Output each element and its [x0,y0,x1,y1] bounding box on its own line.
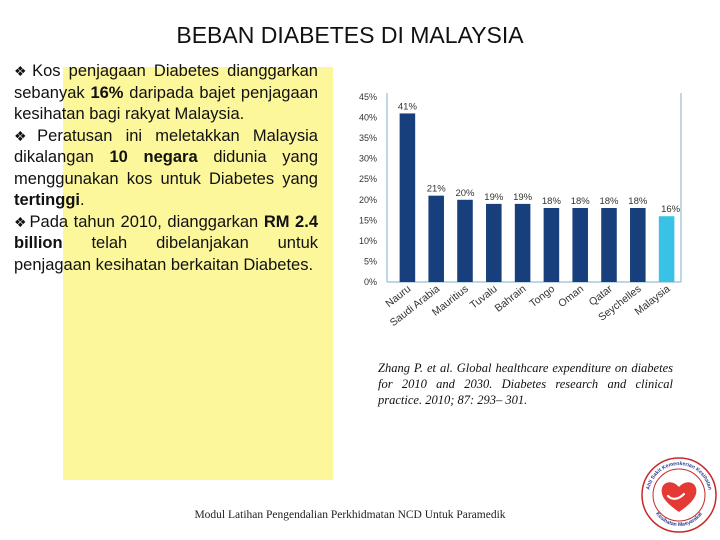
emphasis-text: 10 negara [109,148,198,166]
bar-bahrain [514,203,531,282]
bar-chart: 0% 5% 10% 15% 20% 25% 30% 35% 40% 45% 41% Nauru 21% S… [345,84,685,334]
text-panel [63,67,333,480]
bar-seychelles [630,208,646,282]
bar-tuvalu [486,203,502,282]
bar-mauritius [457,199,473,282]
bar-value-label: 16% [661,204,681,215]
paragraph-text: Peratusan ini meletakkan Malaysia dikala… [14,126,318,167]
diamond-bullet-icon: ❖ [14,213,28,230]
bar-saudi-arabia [428,195,444,282]
emphasis-text: 16% [90,83,124,102]
paragraph-text: telah dibelanjakan untuk penjagaan kesih… [14,234,318,274]
paragraph-text: . [80,191,85,209]
bar-value-label: 41% [398,101,418,112]
bullet-paragraph-2: ❖ Peratusan ini meletakkan Malaysia dikal… [14,126,318,212]
bar-value-label: 18% [599,196,619,207]
y-tick-label: 40% [359,113,377,123]
x-tick-label: Oman [556,283,586,310]
emphasis-text: RM 2.4 billion [14,212,318,253]
x-tick-label: Tongo [527,283,557,310]
diamond-bullet-icon: ❖ [14,63,31,79]
citation: Zhang P. et al. Global healthcare expend… [378,361,673,407]
page-title: BEBAN DIABETES DI MALAYSIA [176,22,524,48]
bar-value-label: 18% [571,196,591,207]
bar-chart-svg: 0%5%10%15%20%25%30%35%40%45%41%Nauru21%S… [359,92,682,329]
hands-icon [666,492,686,500]
y-tick-label: 45% [359,92,377,102]
bar-nauru [399,113,416,282]
bar-tongo [543,208,560,282]
y-tick-label: 15% [359,215,377,225]
bar-value-label: 19% [484,192,504,203]
y-tick-label: 35% [359,133,377,143]
paragraph-text: Pada tahun 2010, dianggarkan [29,212,264,231]
y-tick-label: 10% [359,236,377,246]
ministry-logo: Ahli Sakit Kemenkerian Kesihatan Kesihat… [641,457,717,533]
bar-value-label: 20% [455,188,475,199]
y-tick-label: 30% [359,154,377,164]
text-panel-content: ❖ Kos penjagaan Diabetes dianggarkan seba… [14,61,318,276]
bullet-paragraph-1: ❖ Kos penjagaan Diabetes dianggarkan seba… [14,61,318,126]
bar-malaysia [658,216,675,282]
diamond-bullet-icon: ❖ [14,127,36,144]
bar-value-label: 19% [513,192,533,203]
footer-text: Modul Latihan Pengendalian Perkhidmatan … [194,509,506,521]
x-tick-label: Bahrain [493,283,529,315]
paragraph-text: Kos penjagaan Diabetes dianggarkan seban… [14,62,318,102]
y-tick-label: 20% [359,195,377,205]
bar-value-label: 18% [542,196,562,207]
bar-oman [572,208,588,282]
bar-value-label: 21% [427,184,447,195]
paragraph-text: didunia yang menggunakan kos untuk Diabe… [14,148,318,188]
bar-qatar [601,208,617,282]
bullet-paragraph-3: ❖ Pada tahun 2010, dianggarkan RM 2.4 bil… [14,212,318,277]
bar-value-label: 18% [628,196,648,207]
paragraph-text: daripada bajet penjagaan kesihatan bagi … [14,83,318,124]
emphasis-text: tertinggi [14,191,80,209]
y-tick-label: 25% [359,174,377,184]
y-tick-label: 0% [364,277,377,287]
y-tick-label: 5% [364,256,377,266]
